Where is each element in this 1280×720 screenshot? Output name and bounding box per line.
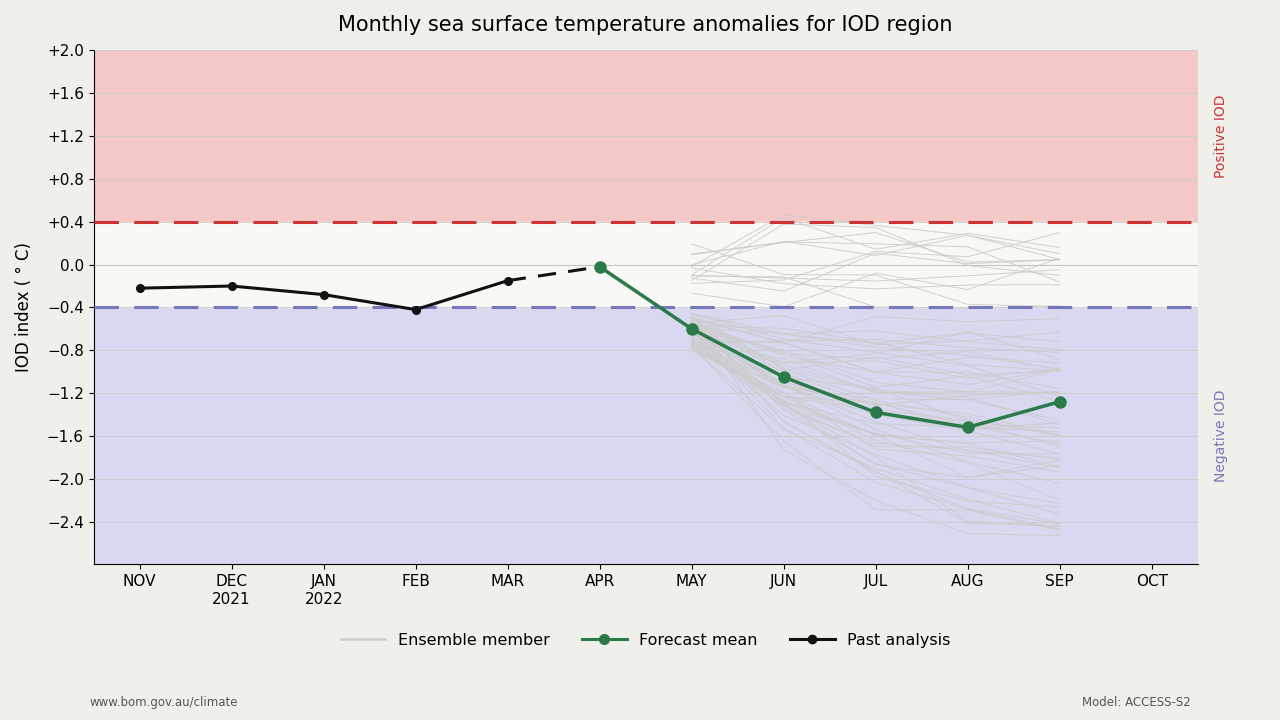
Title: Monthly sea surface temperature anomalies for IOD region: Monthly sea surface temperature anomalie… [338, 15, 952, 35]
Bar [93, 222, 1198, 307]
Y-axis label: IOD index ( ° C): IOD index ( ° C) [15, 243, 33, 372]
Text: Positive IOD: Positive IOD [1215, 94, 1229, 178]
Bar [93, 307, 1198, 564]
Text: www.bom.gov.au/climate: www.bom.gov.au/climate [90, 696, 238, 709]
Text: Model: ACCESS-S2: Model: ACCESS-S2 [1082, 696, 1190, 709]
Bar [93, 50, 1198, 222]
Text: Negative IOD: Negative IOD [1215, 390, 1229, 482]
Legend: Ensemble member, Forecast mean, Past analysis: Ensemble member, Forecast mean, Past ana… [334, 626, 957, 654]
